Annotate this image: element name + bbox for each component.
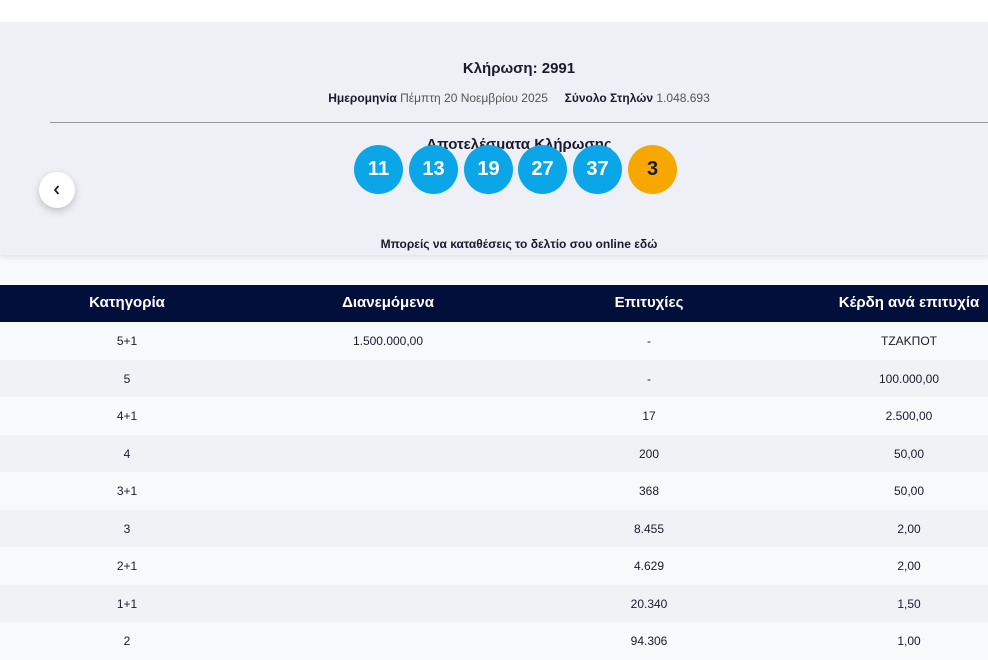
ball: 13 bbox=[409, 145, 458, 194]
divider bbox=[50, 122, 988, 123]
table-cell: 50,00 bbox=[893, 484, 925, 498]
table-cell: 5+1 bbox=[116, 334, 138, 348]
table-row bbox=[0, 322, 988, 360]
table-cell: 1,00 bbox=[897, 634, 921, 648]
table-header bbox=[0, 285, 988, 322]
ball: 37 bbox=[573, 145, 622, 194]
online-link[interactable]: Μπορείς να καταθέσεις το δελτίο σου onli… bbox=[380, 237, 658, 251]
draw-info: Ημερομηνία Πέμπτη 20 Νοεμβρίου 2025 Σύνο… bbox=[0, 91, 988, 105]
ball: 27 bbox=[518, 145, 567, 194]
ball: 11 bbox=[354, 145, 403, 194]
table-row bbox=[0, 434, 988, 472]
table-cell: 2,00 bbox=[897, 559, 921, 573]
table-row bbox=[0, 584, 988, 622]
table-cell: 1.500.000,00 bbox=[352, 334, 424, 348]
table-cell: 2,00 bbox=[897, 521, 921, 536]
table-cell: ΤΖΑΚΠΟΤ bbox=[881, 334, 937, 348]
table-row bbox=[0, 622, 988, 660]
table-row bbox=[0, 397, 988, 435]
table-cell: 20.340 bbox=[630, 596, 668, 611]
columns-label: Σύνολο Στηλών bbox=[564, 91, 654, 105]
table-row bbox=[0, 547, 988, 585]
results-title: Αποτελέσματα Κλήρωσης bbox=[426, 136, 612, 153]
table-cell: 2 bbox=[123, 634, 131, 648]
table-cell: 200 bbox=[638, 446, 660, 461]
column-header: Κατηγορία bbox=[89, 294, 165, 311]
table-row bbox=[0, 359, 988, 397]
top-bar bbox=[0, 0, 988, 22]
draw-panel: Κλήρωση: 2991 Ημερομηνία Πέμπτη 20 Νοεμβ… bbox=[0, 22, 988, 255]
chevron-icon bbox=[53, 185, 60, 195]
table-cell: 3 bbox=[123, 521, 131, 536]
draw-title: Κλήρωση: 2991 bbox=[462, 60, 576, 77]
prev-button[interactable] bbox=[39, 172, 75, 208]
bonus-ball: 3 bbox=[628, 145, 677, 194]
table-row bbox=[0, 509, 988, 547]
table-cell: 4.629 bbox=[633, 559, 665, 573]
table-cell: 2.500,00 bbox=[885, 409, 933, 423]
column-header: Επιτυχίες bbox=[614, 294, 684, 311]
table-cell: - bbox=[647, 371, 651, 386]
table-row bbox=[0, 472, 988, 510]
column-header: Διανεμόμενα bbox=[342, 294, 434, 311]
table-cell: 8.455 bbox=[633, 521, 665, 536]
table-cell: 17 bbox=[642, 409, 656, 423]
table-cell: 50,00 bbox=[893, 446, 925, 461]
columns: 1.048.693 bbox=[656, 91, 710, 105]
table-cell: 3+1 bbox=[116, 484, 138, 498]
table-cell: 100.000,00 bbox=[878, 371, 940, 386]
date: Πέμπτη 20 Νοεμβρίου 2025 bbox=[400, 91, 548, 105]
table-cell: 1,50 bbox=[897, 596, 921, 611]
table-cell: 4 bbox=[123, 446, 131, 461]
table-cell: 4+1 bbox=[116, 409, 138, 423]
date-label: Ημερομηνία bbox=[328, 91, 397, 105]
table-cell: 5 bbox=[123, 371, 131, 386]
table-cell: 94.306 bbox=[630, 634, 668, 648]
table-cell: 1+1 bbox=[116, 596, 138, 611]
table-cell: 2+1 bbox=[116, 559, 138, 573]
table-cell: 368 bbox=[638, 484, 660, 498]
table-cell: - bbox=[647, 334, 651, 348]
ball: 19 bbox=[464, 145, 513, 194]
column-header: Κέρδη ανά επιτυχία bbox=[838, 294, 980, 311]
